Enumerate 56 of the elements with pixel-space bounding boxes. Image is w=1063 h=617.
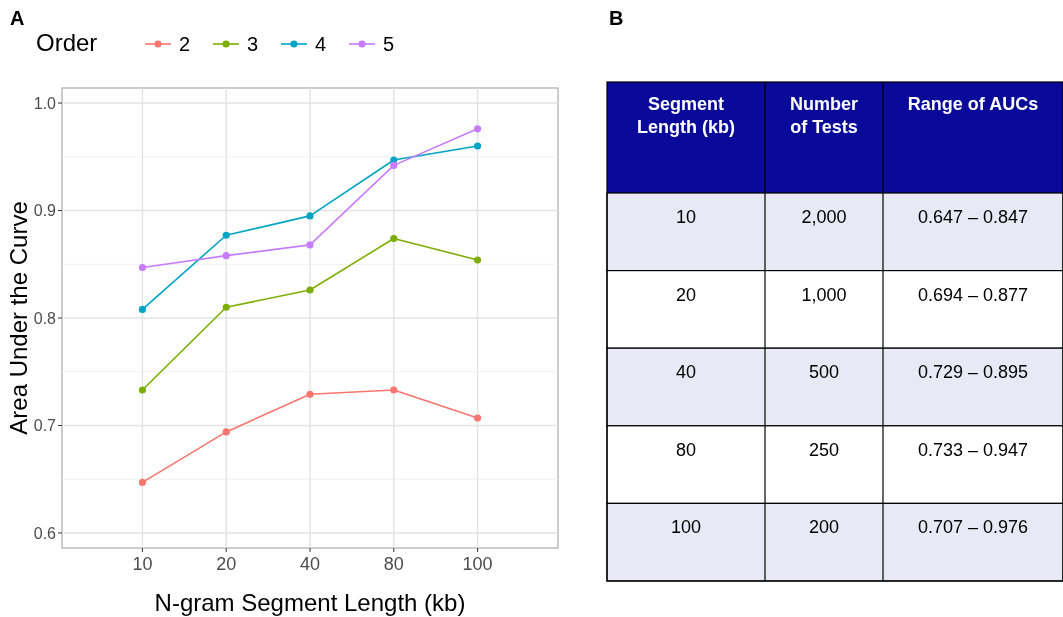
category-label: Range of AUCs (907, 94, 1039, 114)
text: 1,000 (801, 284, 847, 305)
point (222, 231, 230, 239)
text: 10 (675, 207, 697, 227)
point (138, 478, 146, 486)
text: 0.647 – 0.847 (917, 207, 1029, 227)
point (222, 303, 230, 311)
legend-label: 3 (247, 33, 259, 55)
point (474, 256, 482, 264)
text: 200 (808, 517, 840, 538)
category-label: Segment Length (kb) (637, 94, 735, 137)
point (138, 305, 146, 313)
y-tick-label: 0.6 (33, 524, 57, 542)
x-tick-label: 40 (299, 554, 321, 574)
y-tick-label: 0.8 (33, 309, 57, 327)
point (138, 386, 146, 394)
x-tick-label: 20 (216, 554, 237, 574)
text: 2,000 (801, 207, 847, 227)
text: 500 (808, 362, 840, 383)
point (138, 263, 146, 272)
point (390, 386, 398, 394)
text: 0.729 – 0.895 (917, 362, 1029, 383)
text: 100 (670, 517, 702, 538)
y-tick-label: 1.0 (33, 94, 57, 112)
point (390, 161, 398, 169)
legend-label: 2 (179, 33, 191, 55)
point (474, 125, 482, 133)
x-tick-label: 10 (132, 554, 153, 574)
text: B (609, 7, 624, 29)
x-tick-label: 80 (383, 554, 404, 574)
text: 0.694 – 0.877 (917, 284, 1029, 305)
text: 0.733 – 0.947 (917, 439, 1029, 460)
y-axis-title: Area Under the Curve (5, 201, 32, 435)
point (306, 390, 314, 398)
point (474, 142, 482, 150)
text: 0.707 – 0.976 (917, 517, 1029, 538)
point (222, 428, 230, 436)
point (306, 241, 314, 249)
text: 40 (675, 362, 697, 383)
y-tick-label: 0.9 (33, 202, 57, 220)
text: 80 (675, 439, 697, 460)
point (222, 252, 230, 260)
y-tick-label: 0.7 (33, 417, 57, 435)
text: 250 (808, 439, 840, 460)
point (306, 212, 314, 220)
point (306, 286, 314, 294)
point (474, 414, 482, 422)
category-label: Number of Tests (789, 94, 859, 137)
chart-title: A (10, 7, 25, 29)
legend-title: Order (36, 29, 98, 56)
point (390, 234, 398, 243)
legend-label: 4 (315, 33, 327, 55)
x-axis-title: N-gram Segment Length (kb) (154, 589, 466, 616)
text: 20 (675, 284, 697, 305)
legend-label: 5 (383, 33, 395, 55)
x-tick-label: 100 (462, 554, 493, 574)
